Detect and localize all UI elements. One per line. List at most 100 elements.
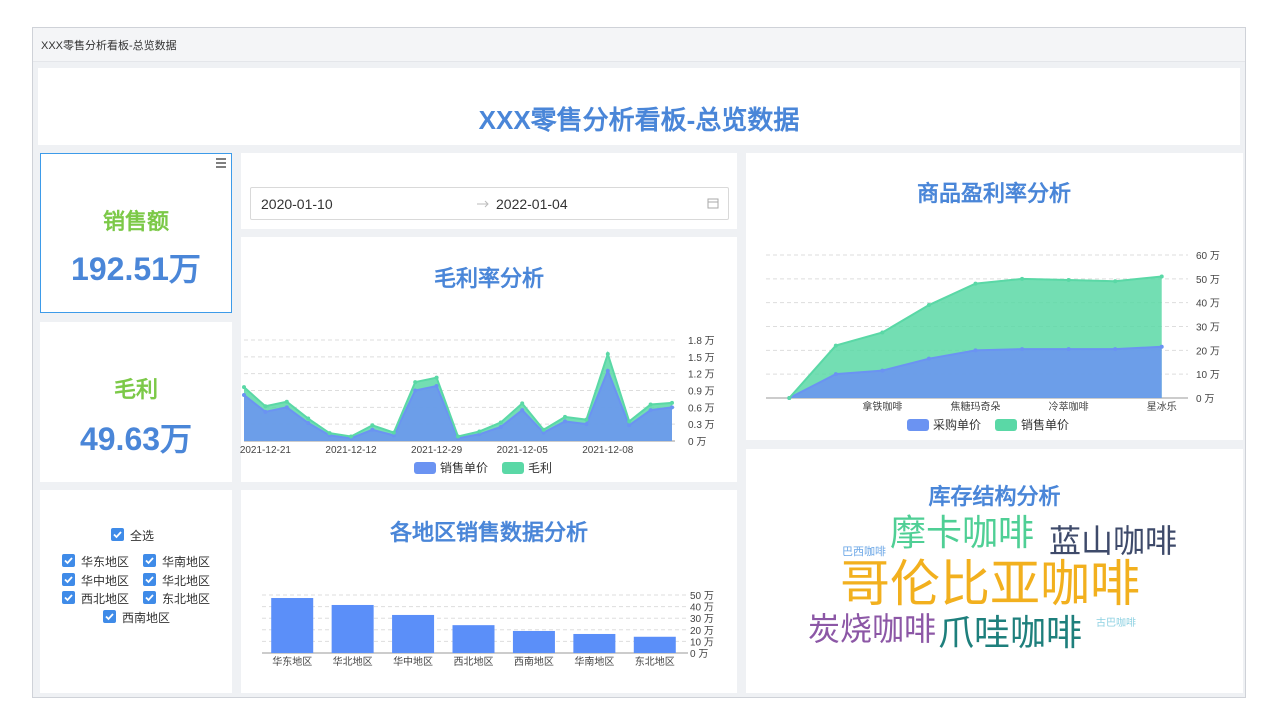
checkbox-label[interactable]: 华中地区 [81, 573, 130, 588]
point [670, 405, 674, 410]
y-tick-label: 1.8 万 [688, 336, 715, 347]
x-tick-label: 2021-12-29 [411, 445, 463, 456]
point [541, 427, 546, 432]
kpi-label: 毛利 [113, 377, 158, 402]
word: 古巴咖啡 [1096, 618, 1136, 629]
point [370, 427, 375, 432]
word: 巴西咖啡 [842, 546, 886, 558]
checkbox[interactable] [143, 554, 156, 567]
checkbox[interactable] [143, 591, 156, 604]
point [563, 414, 567, 419]
area-fill [789, 346, 1162, 398]
word-cloud-panel: 库存结构分析 摩卡咖啡 蓝山咖啡 巴西咖啡 哥伦比亚咖啡 炭烧咖啡 爪哇咖啡 古巴咖啡 [746, 449, 1243, 693]
point [498, 420, 503, 425]
start-date[interactable]: 2020-01-10 [261, 196, 333, 212]
point [648, 408, 653, 413]
checkbox-label[interactable]: 华东地区 [81, 555, 130, 569]
y-tick-label: 0 万 [688, 437, 706, 448]
checkbox-label[interactable]: 全选 [130, 529, 155, 543]
point [584, 422, 589, 427]
point [1020, 276, 1025, 281]
checkbox[interactable] [62, 591, 75, 604]
kpi-card: 毛利 49.63万 [40, 322, 232, 482]
y-tick-label: 0.9 万 [688, 387, 715, 398]
header-panel: XXX零售分析看板-总览数据 [38, 68, 1240, 145]
point [520, 401, 525, 406]
title-bar: XXX零售分析看板-总览数据 [33, 28, 1245, 62]
check-mark [64, 575, 73, 583]
checkbox[interactable] [62, 572, 75, 586]
legend-label: 销售单价 [1021, 417, 1069, 432]
point [563, 419, 567, 424]
x-tick-label: 2021-12-21 [240, 445, 292, 456]
word: 蓝山咖啡 [1049, 523, 1178, 559]
checkbox-label[interactable]: 西北地区 [81, 592, 130, 606]
point [605, 368, 610, 373]
bar [512, 630, 555, 653]
point [880, 330, 885, 335]
x-tick-label: 华中地区 [393, 655, 433, 668]
point [648, 402, 653, 407]
x-tick-label: 2021-12-05 [497, 445, 549, 456]
chart-panel [241, 490, 737, 693]
date-range-picker[interactable]: 2020-01-10 2022-01-04 [250, 187, 729, 220]
y-tick-label: 0.6 万 [688, 403, 715, 414]
chart-title: 商品盈利率分析 [917, 181, 1071, 206]
y-tick-label: 30 万 [690, 614, 714, 625]
chart-title: 毛利率分析 [434, 266, 544, 291]
menu-icon[interactable] [215, 157, 227, 169]
y-tick-label: 40 万 [690, 603, 714, 614]
bar [573, 633, 616, 653]
y-tick-label: 0 万 [1196, 394, 1214, 405]
checkbox-label[interactable]: 华南地区 [162, 555, 211, 569]
checkbox[interactable] [103, 609, 116, 623]
kpi-value: 49.63万 [79, 421, 193, 457]
x-tick-label: 西北地区 [454, 655, 494, 668]
end-date[interactable]: 2022-01-04 [496, 196, 568, 212]
checkbox-label[interactable]: 西南地区 [122, 610, 171, 625]
checkbox[interactable] [111, 528, 124, 541]
point [926, 356, 931, 361]
y-tick-label: 10 万 [1196, 370, 1220, 381]
chart-title: 库存结构分析 [928, 484, 1061, 509]
check-mark [105, 612, 114, 620]
x-tick-label: 焦糖玛奇朵 [951, 400, 1001, 413]
check-mark [145, 575, 154, 583]
point [391, 430, 396, 435]
calendar-icon [707, 198, 719, 209]
y-tick-label: 30 万 [1196, 323, 1220, 334]
legend-label: 采购单价 [933, 417, 981, 432]
point [973, 348, 978, 353]
kpi-card[interactable]: 销售额 192.51万 [40, 153, 232, 313]
legend-swatch [907, 419, 929, 431]
point [787, 396, 792, 400]
point [926, 303, 931, 308]
legend-swatch [414, 462, 436, 474]
point [1020, 347, 1025, 352]
checkbox[interactable] [62, 554, 75, 567]
bar [392, 614, 435, 653]
x-tick-label: 冷萃咖啡 [1049, 400, 1089, 413]
point [391, 433, 396, 438]
point [284, 405, 289, 410]
y-tick-label: 1.5 万 [688, 353, 715, 364]
point [413, 380, 418, 385]
point [880, 368, 885, 373]
point [284, 399, 289, 404]
area-fill [244, 354, 672, 441]
point [434, 384, 439, 389]
point [477, 429, 482, 434]
y-tick-label: 50 万 [690, 591, 714, 602]
y-tick-label: 1.2 万 [688, 370, 715, 381]
bar [633, 636, 676, 653]
checkbox-label[interactable]: 华北地区 [162, 573, 211, 588]
point [327, 431, 332, 436]
point [263, 404, 268, 409]
word: 炭烧咖啡 [808, 611, 937, 647]
date-panel: 2020-01-10 2022-01-04 [241, 153, 737, 229]
checkbox[interactable] [143, 572, 156, 586]
checkbox-label[interactable]: 东北地区 [162, 592, 211, 606]
point [1113, 347, 1118, 352]
check-mark [64, 557, 73, 565]
